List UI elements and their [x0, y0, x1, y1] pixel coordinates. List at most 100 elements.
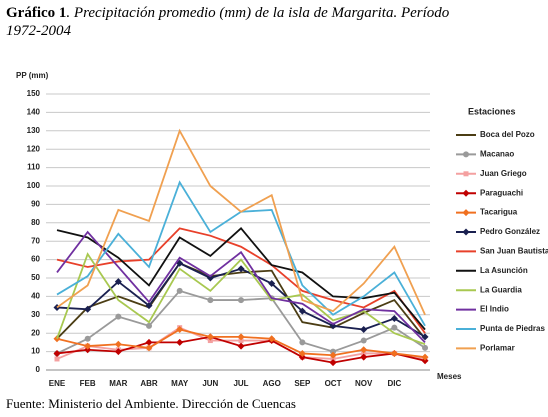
x-tick-label: AGO — [263, 379, 281, 388]
marker — [145, 302, 153, 310]
marker — [421, 353, 429, 361]
legend-title: Estaciones — [468, 106, 516, 116]
marker — [84, 342, 92, 350]
marker — [360, 353, 368, 361]
x-tick-label: ENE — [49, 379, 66, 388]
marker — [298, 307, 306, 315]
marker — [207, 338, 213, 344]
marker — [360, 337, 367, 344]
legend-label: La Guardia — [480, 285, 522, 294]
caption-label: Gráfico 1 — [6, 5, 67, 21]
marker — [84, 335, 91, 342]
marker — [299, 339, 306, 346]
marker — [146, 322, 153, 329]
marker — [114, 348, 122, 356]
marker — [462, 209, 470, 217]
series-line — [56, 227, 426, 334]
legend-label: Juan Griego — [480, 169, 527, 178]
marker — [361, 350, 367, 356]
marker — [176, 287, 183, 294]
y-tick-label: 30 — [31, 310, 40, 319]
y-tick-label: 50 — [31, 273, 40, 282]
marker — [237, 342, 245, 350]
x-tick-label: FEB — [80, 379, 96, 388]
marker — [360, 326, 368, 334]
y-tick-label: 0 — [36, 365, 41, 374]
marker — [176, 326, 184, 334]
legend-label: Punta de Piedras — [480, 324, 545, 333]
x-tick-label: ABR — [140, 379, 158, 388]
marker — [54, 356, 60, 362]
marker — [421, 333, 429, 341]
marker — [298, 353, 306, 361]
series-line — [56, 252, 426, 346]
marker — [237, 265, 245, 273]
marker — [268, 280, 276, 288]
marker — [84, 305, 92, 313]
marker — [391, 324, 398, 331]
marker — [390, 314, 398, 322]
marker — [114, 340, 122, 348]
marker — [238, 297, 245, 304]
y-tick-label: 80 — [31, 218, 40, 227]
caption: Gráfico 1. Precipitación promedio (mm) d… — [6, 4, 476, 40]
y-tick-label: 120 — [27, 144, 41, 153]
marker — [206, 333, 214, 341]
caption-text: . Precipitación promedio (mm) de la isla… — [6, 5, 450, 39]
legend-label: El Indio — [480, 305, 509, 314]
marker — [237, 333, 245, 341]
marker — [462, 228, 470, 236]
marker — [207, 297, 214, 304]
y-tick-label: 110 — [27, 163, 40, 172]
x-tick-label: MAY — [171, 379, 189, 388]
marker — [329, 351, 337, 359]
series-line — [56, 128, 426, 316]
series-line — [56, 262, 426, 340]
marker — [390, 349, 398, 357]
marker — [422, 344, 429, 351]
marker — [176, 338, 184, 346]
marker — [268, 335, 276, 343]
x-tick-label: SEP — [294, 379, 311, 388]
legend-label: Pedro González — [480, 227, 540, 236]
x-tick-label: JUL — [233, 379, 248, 388]
marker — [114, 278, 122, 286]
legend-label: Tacarigua — [480, 208, 518, 217]
marker — [463, 151, 469, 158]
marker — [145, 344, 153, 352]
marker — [145, 338, 153, 346]
marker — [115, 313, 122, 320]
series-line — [56, 230, 426, 344]
marker — [206, 274, 214, 282]
marker — [53, 349, 61, 357]
marker — [463, 171, 469, 177]
source: Fuente: Ministerio del Ambiente. Direcci… — [6, 396, 296, 411]
marker — [330, 356, 336, 362]
x-tick-label: OCT — [325, 379, 342, 388]
x-axis-label: Meses — [437, 372, 462, 381]
marker — [238, 338, 244, 344]
legend-label: Porlamar — [480, 344, 515, 353]
series-line — [56, 227, 426, 331]
x-tick-label: DIC — [387, 379, 401, 388]
marker — [298, 349, 306, 357]
y-tick-label: 20 — [31, 328, 40, 337]
marker — [84, 346, 92, 354]
x-tick-label: MAR — [109, 379, 127, 388]
y-tick-label: 140 — [27, 108, 41, 117]
legend-label: La Asunción — [480, 266, 528, 275]
y-tick-label: 10 — [31, 347, 40, 356]
marker — [360, 346, 368, 354]
marker — [421, 357, 429, 365]
y-tick-label: 40 — [31, 292, 40, 301]
marker — [329, 359, 337, 367]
marker — [462, 189, 470, 197]
y-tick-label: 60 — [31, 255, 40, 264]
x-tick-label: JUN — [202, 379, 218, 388]
chart: PP (mm) Meses Estaciones 0 10 20 30 40 50 60 70… — [16, 71, 548, 388]
y-tick-label: 70 — [31, 236, 40, 245]
y-axis-label: PP (mm) — [16, 71, 49, 80]
legend-label: San Juan Bautista — [480, 247, 548, 256]
y-tick-label: 100 — [27, 181, 41, 190]
